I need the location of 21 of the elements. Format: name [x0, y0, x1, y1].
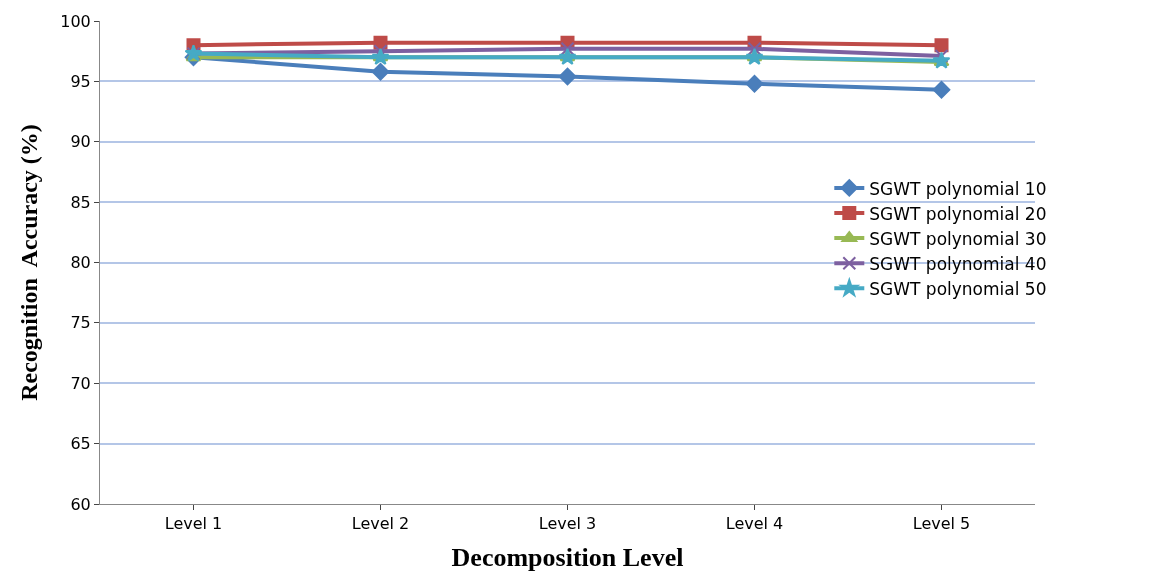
x-tick-label: Level 1 [164, 514, 223, 534]
legend-label: SGWT polynomial 10 [869, 178, 1047, 199]
y-tick-label: 85 [70, 192, 91, 212]
x-tick-label: Level 3 [538, 514, 597, 534]
legend-label: SGWT polynomial 50 [869, 278, 1047, 299]
x-tick-label: Level 2 [351, 514, 410, 534]
y-axis-title: Recognition Accuracy (%) [16, 124, 43, 401]
x-axis-title: Decomposition Level [451, 542, 684, 572]
y-tick-label: 80 [70, 253, 91, 273]
legend-label: SGWT polynomial 20 [869, 203, 1047, 224]
y-tick-label: 70 [70, 373, 91, 393]
y-tick-label: 75 [70, 313, 91, 333]
y-tick-label: 90 [70, 132, 91, 152]
y-tick-label: 65 [70, 434, 91, 454]
x-tick-label: Level 5 [912, 514, 971, 534]
x-tick-label: Level 4 [725, 514, 784, 534]
y-tick-label: 100 [60, 11, 91, 31]
legend-label: SGWT polynomial 30 [869, 228, 1047, 249]
legend-label: SGWT polynomial 40 [869, 253, 1047, 274]
y-tick-label: 60 [70, 494, 91, 514]
y-tick-label: 95 [70, 71, 91, 91]
